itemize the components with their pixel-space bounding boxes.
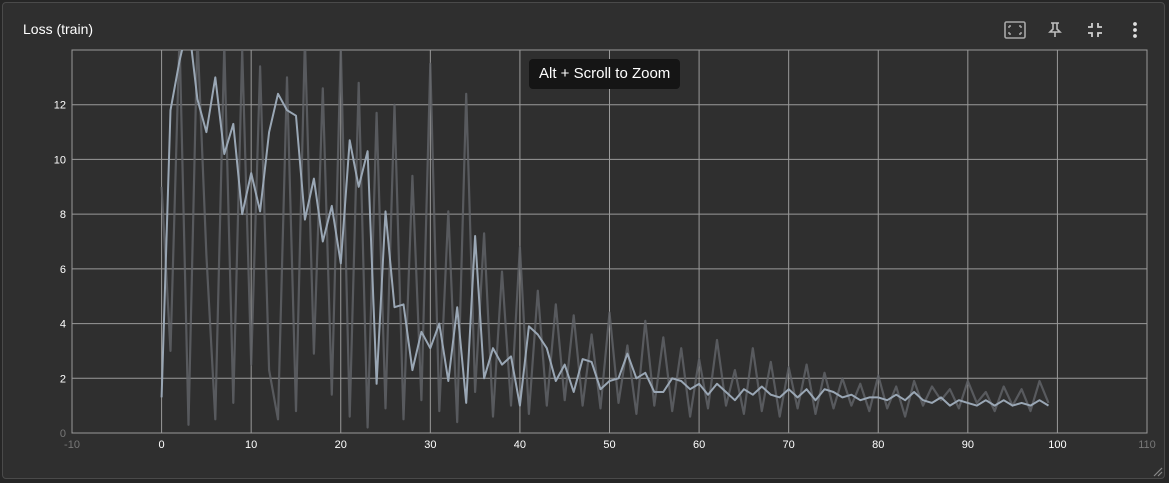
y-tick-label: 2 [60, 373, 66, 385]
x-tick-label: 100 [1048, 439, 1066, 451]
more-options-button[interactable] [1118, 17, 1152, 43]
x-tick-label: 50 [603, 439, 615, 451]
chart-grid [71, 49, 1148, 434]
collapse-icon [1088, 23, 1102, 37]
x-tick-label: 110 [1138, 439, 1156, 451]
pin-icon [1048, 22, 1062, 37]
x-tick-label: 20 [335, 439, 347, 451]
more-vert-icon [1133, 22, 1137, 38]
chart-title: Loss (train) [23, 21, 94, 37]
y-tick-label: 4 [60, 319, 66, 331]
y-tick-label: 6 [60, 264, 66, 276]
x-tick-label: 10 [245, 439, 257, 451]
x-tick-label: 70 [783, 439, 795, 451]
collapse-button[interactable] [1078, 17, 1112, 43]
y-tick-label: 8 [60, 209, 66, 221]
raw-series-line [160, 50, 1050, 429]
y-tick-label: 12 [54, 100, 66, 112]
resize-handle-icon[interactable] [1151, 465, 1163, 477]
x-tick-label: 80 [872, 439, 884, 451]
fit-to-data-button[interactable] [998, 17, 1032, 43]
y-tick-label: 10 [54, 154, 66, 166]
fit-to-data-icon [1004, 21, 1026, 39]
x-tick-label: 40 [514, 439, 526, 451]
y-tick-label: 0 [60, 428, 66, 440]
series-layer [160, 50, 1050, 429]
x-tick-label: 90 [962, 439, 974, 451]
x-tick-label: 30 [424, 439, 436, 451]
zoom-hint-tooltip: Alt + Scroll to Zoom [529, 59, 681, 89]
card-toolbar [998, 17, 1152, 43]
x-tick-label: 60 [693, 439, 705, 451]
x-tick-label: -10 [64, 439, 80, 451]
x-tick-label: 0 [159, 439, 165, 451]
pin-button[interactable] [1038, 17, 1072, 43]
smoothed-series-line [160, 50, 1050, 407]
